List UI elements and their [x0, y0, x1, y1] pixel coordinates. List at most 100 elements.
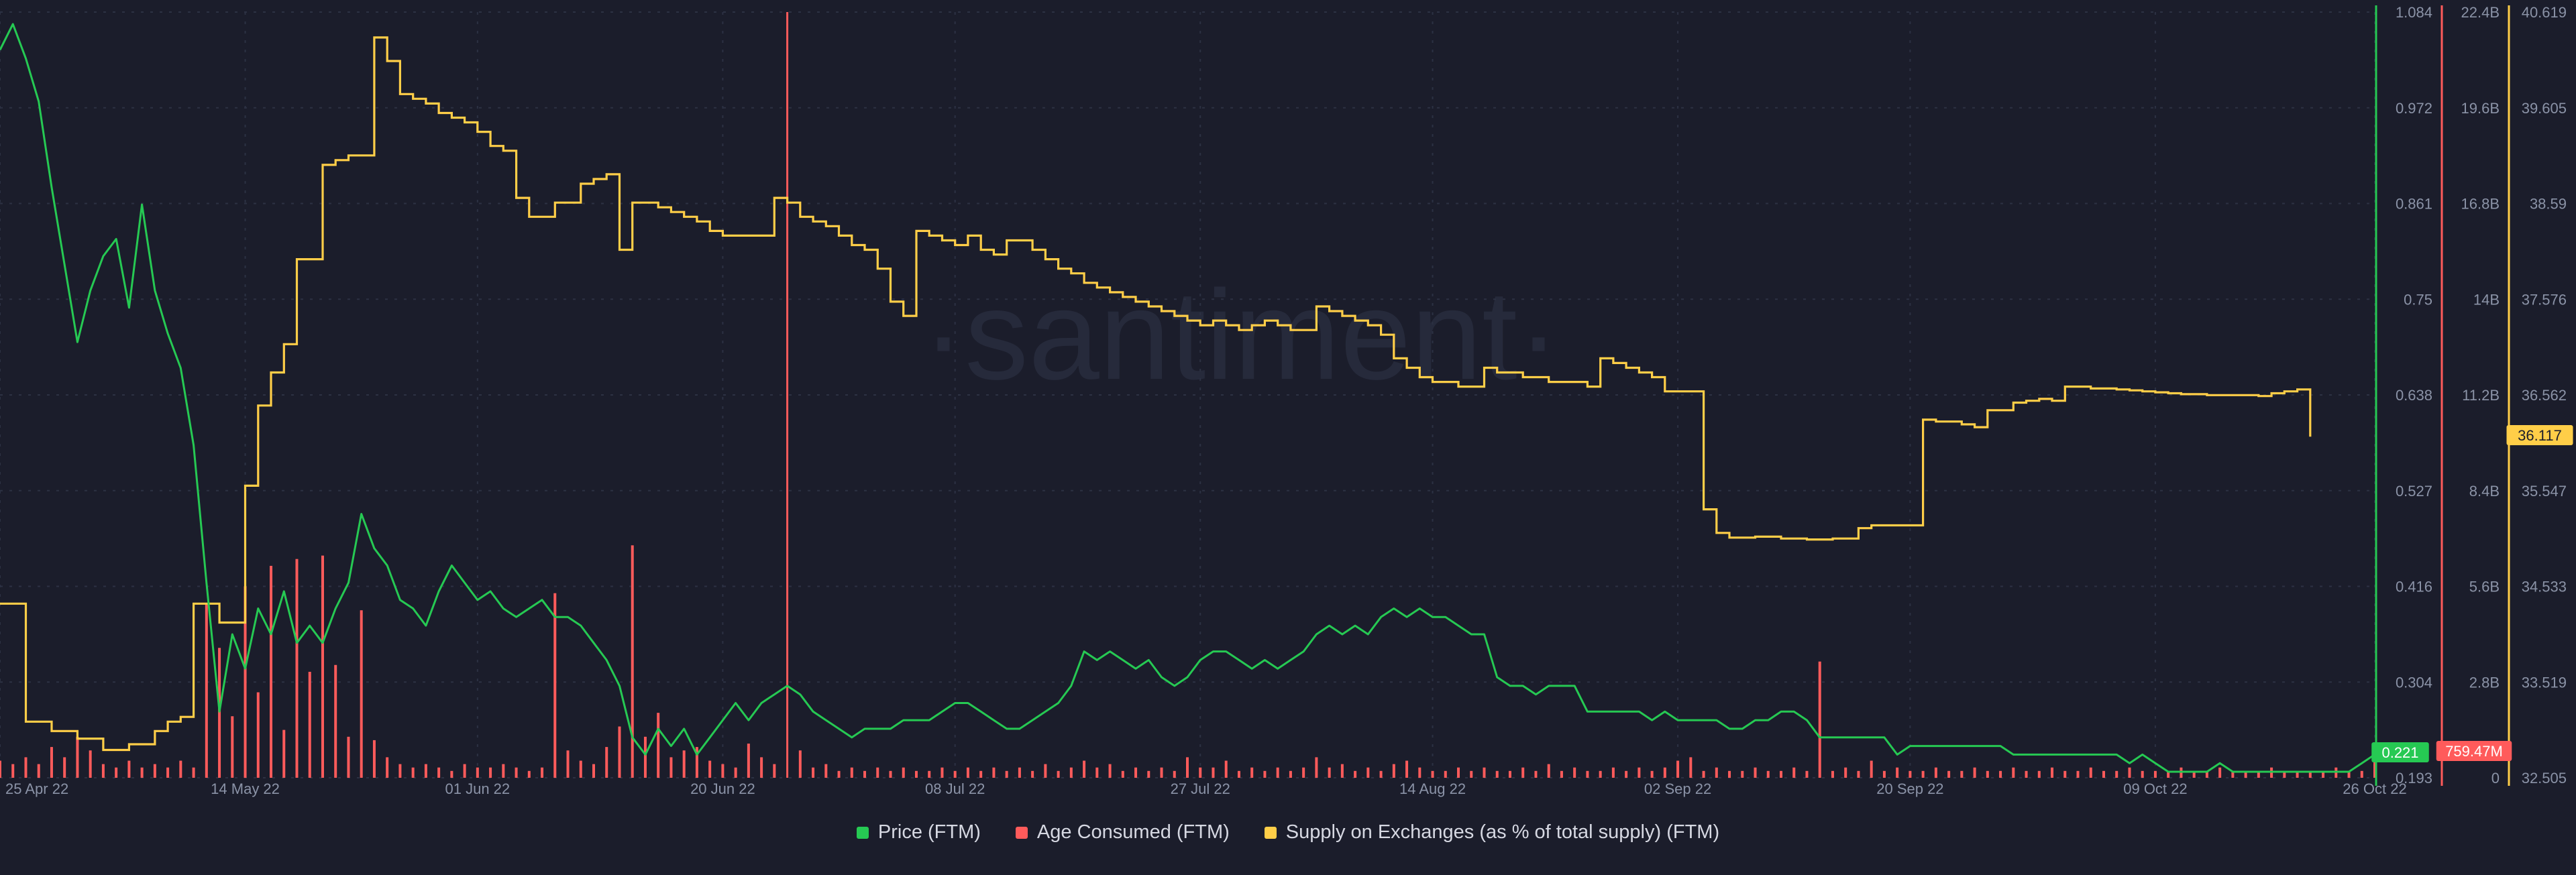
- age-consumed-last-value-badge-bg: [2436, 741, 2512, 761]
- price-last-value-badge-bg: [2371, 742, 2429, 762]
- age-consumed-bar: [1134, 767, 1138, 778]
- age-consumed-bar: [1057, 770, 1060, 778]
- axis-tick-label-age-consumed: 0: [2491, 770, 2500, 786]
- age-consumed-bar: [411, 767, 415, 778]
- age-consumed-bar: [179, 760, 182, 778]
- axis-tick-label-price: 0.75: [2404, 291, 2432, 308]
- age-consumed-bar: [1224, 760, 1228, 778]
- age-consumed-bar: [2231, 770, 2235, 778]
- age-consumed-bar: [1495, 770, 1499, 778]
- age-consumed-bar: [1095, 767, 1099, 778]
- age-consumed-bar: [618, 726, 621, 778]
- axis-tick-label-price: 0.527: [2396, 483, 2432, 500]
- age-consumed-bar: [2102, 770, 2105, 778]
- axis-tick-label-supply: 35.547: [2522, 483, 2567, 500]
- age-consumed-bar: [1366, 767, 1370, 778]
- age-consumed-bar: [1108, 764, 1112, 778]
- axis-tick-label-age-consumed: 11.2B: [2462, 387, 2500, 404]
- axis-tick-label-supply: 37.576: [2522, 291, 2567, 308]
- age-consumed-bar: [2063, 770, 2067, 778]
- price-last-value-badge: 0.221: [2381, 744, 2418, 761]
- age-consumed-bar: [334, 664, 337, 778]
- age-consumed-bar: [166, 767, 170, 778]
- age-consumed-bar: [1573, 767, 1576, 778]
- age-consumed-bar: [1044, 764, 1047, 778]
- age-consumed-bar: [2141, 770, 2144, 778]
- legend-item-price[interactable]: Price (FTM): [856, 821, 981, 843]
- age-consumed-bar: [1160, 767, 1163, 778]
- age-consumed-bar: [760, 757, 763, 778]
- axis-tick-label-price: 0.972: [2396, 100, 2432, 117]
- x-tick-label: 14 Aug 22: [1399, 780, 1466, 797]
- axis-tick-label-age-consumed: 14B: [2473, 291, 2500, 308]
- age-consumed-bar: [2308, 770, 2312, 778]
- x-tick-label: 01 Jun 22: [445, 780, 511, 797]
- age-consumed-bar: [721, 764, 724, 778]
- age-consumed-bar: [876, 767, 879, 778]
- x-tick-label: 14 May 22: [211, 780, 280, 797]
- age-consumed-bar: [1250, 767, 1254, 778]
- age-consumed-bar: [812, 767, 815, 778]
- age-consumed-bar: [1147, 770, 1150, 778]
- age-consumed-bar: [2322, 770, 2325, 778]
- age-consumed-bar: [541, 767, 544, 778]
- age-consumed-bar: [2051, 767, 2054, 778]
- age-consumed-bar: [24, 757, 28, 778]
- age-consumed-bar: [914, 770, 918, 778]
- axis-tick-label-age-consumed: 22.4B: [2461, 4, 2500, 21]
- age-consumed-bar: [1689, 757, 1693, 778]
- age-consumed-bar: [1960, 770, 1964, 778]
- age-consumed-bar: [1909, 770, 1912, 778]
- age-consumed-bar: [2257, 770, 2260, 778]
- axis-tick-label-supply: 36.562: [2522, 387, 2567, 404]
- axis-tick-label-price: 0.193: [2396, 770, 2432, 786]
- age-consumed-bar: [902, 767, 905, 778]
- age-consumed-bar: [1005, 770, 1008, 778]
- series-lines: [0, 23, 2375, 773]
- age-consumed-bar: [798, 750, 802, 778]
- age-consumed-bar: [372, 740, 376, 778]
- age-consumed-bar: [2167, 770, 2170, 778]
- age-consumed-bar: [282, 730, 286, 778]
- age-consumed-bar: [941, 767, 944, 778]
- x-tick-label: 08 Jul 22: [925, 780, 985, 797]
- age-consumed-bar: [1650, 770, 1654, 778]
- age-consumed-bar: [1741, 770, 1744, 778]
- age-consumed-bar: [115, 767, 118, 778]
- legend-label-age-consumed: Age Consumed (FTM): [1036, 821, 1230, 843]
- axis-tick-label-age-consumed: 2.8B: [2469, 674, 2500, 691]
- watermark-text: ·santiment·: [922, 264, 1560, 406]
- axis-tick-label-age-consumed: 16.8B: [2461, 196, 2500, 213]
- axis-tick-label-age-consumed: 5.6B: [2469, 579, 2500, 595]
- legend-item-age-consumed[interactable]: Age Consumed (FTM): [1015, 821, 1230, 843]
- age-consumed-bar: [1599, 770, 1602, 778]
- age-consumed-bar: [1276, 767, 1279, 778]
- legend-item-supply[interactable]: Supply on Exchanges (as % of total suppl…: [1264, 821, 1719, 843]
- axis-tick-label-price: 0.638: [2396, 387, 2432, 404]
- axis-tick-label-supply: 32.505: [2522, 770, 2567, 786]
- age-consumed-bar: [657, 713, 660, 778]
- age-consumed-bar: [734, 767, 737, 778]
- axes-layer: 1.084 0.972 0.861 0.75 0.638 0.527 0.416 0.304 0…: [5, 4, 2573, 797]
- age-consumed-bar: [2153, 770, 2157, 778]
- age-consumed-bar: [1418, 767, 1421, 778]
- age-consumed-bar: [579, 760, 582, 778]
- age-consumed-bar: [773, 764, 776, 778]
- age-consumed-bar: [566, 750, 570, 778]
- age-consumed-bar: [2089, 767, 2092, 778]
- age-consumed-bar: [553, 593, 557, 778]
- age-consumed-bar: [1508, 770, 1511, 778]
- age-consumed-bar: [966, 767, 969, 778]
- age-consumed-bar: [708, 760, 712, 778]
- x-tick-label: 25 Apr 22: [5, 780, 68, 797]
- age-consumed-bar: [889, 770, 892, 778]
- x-tick-label: 09 Oct 22: [2123, 780, 2187, 797]
- axis-tick-label-supply: 38.59: [2530, 196, 2567, 213]
- legend-label-price: Price (FTM): [877, 821, 981, 843]
- age-consumed-bar: [1870, 760, 1873, 778]
- age-consumed-bar: [1792, 767, 1796, 778]
- age-consumed-bar: [1121, 770, 1124, 778]
- age-consumed-bar: [1611, 767, 1615, 778]
- age-consumed-bar: [424, 764, 427, 778]
